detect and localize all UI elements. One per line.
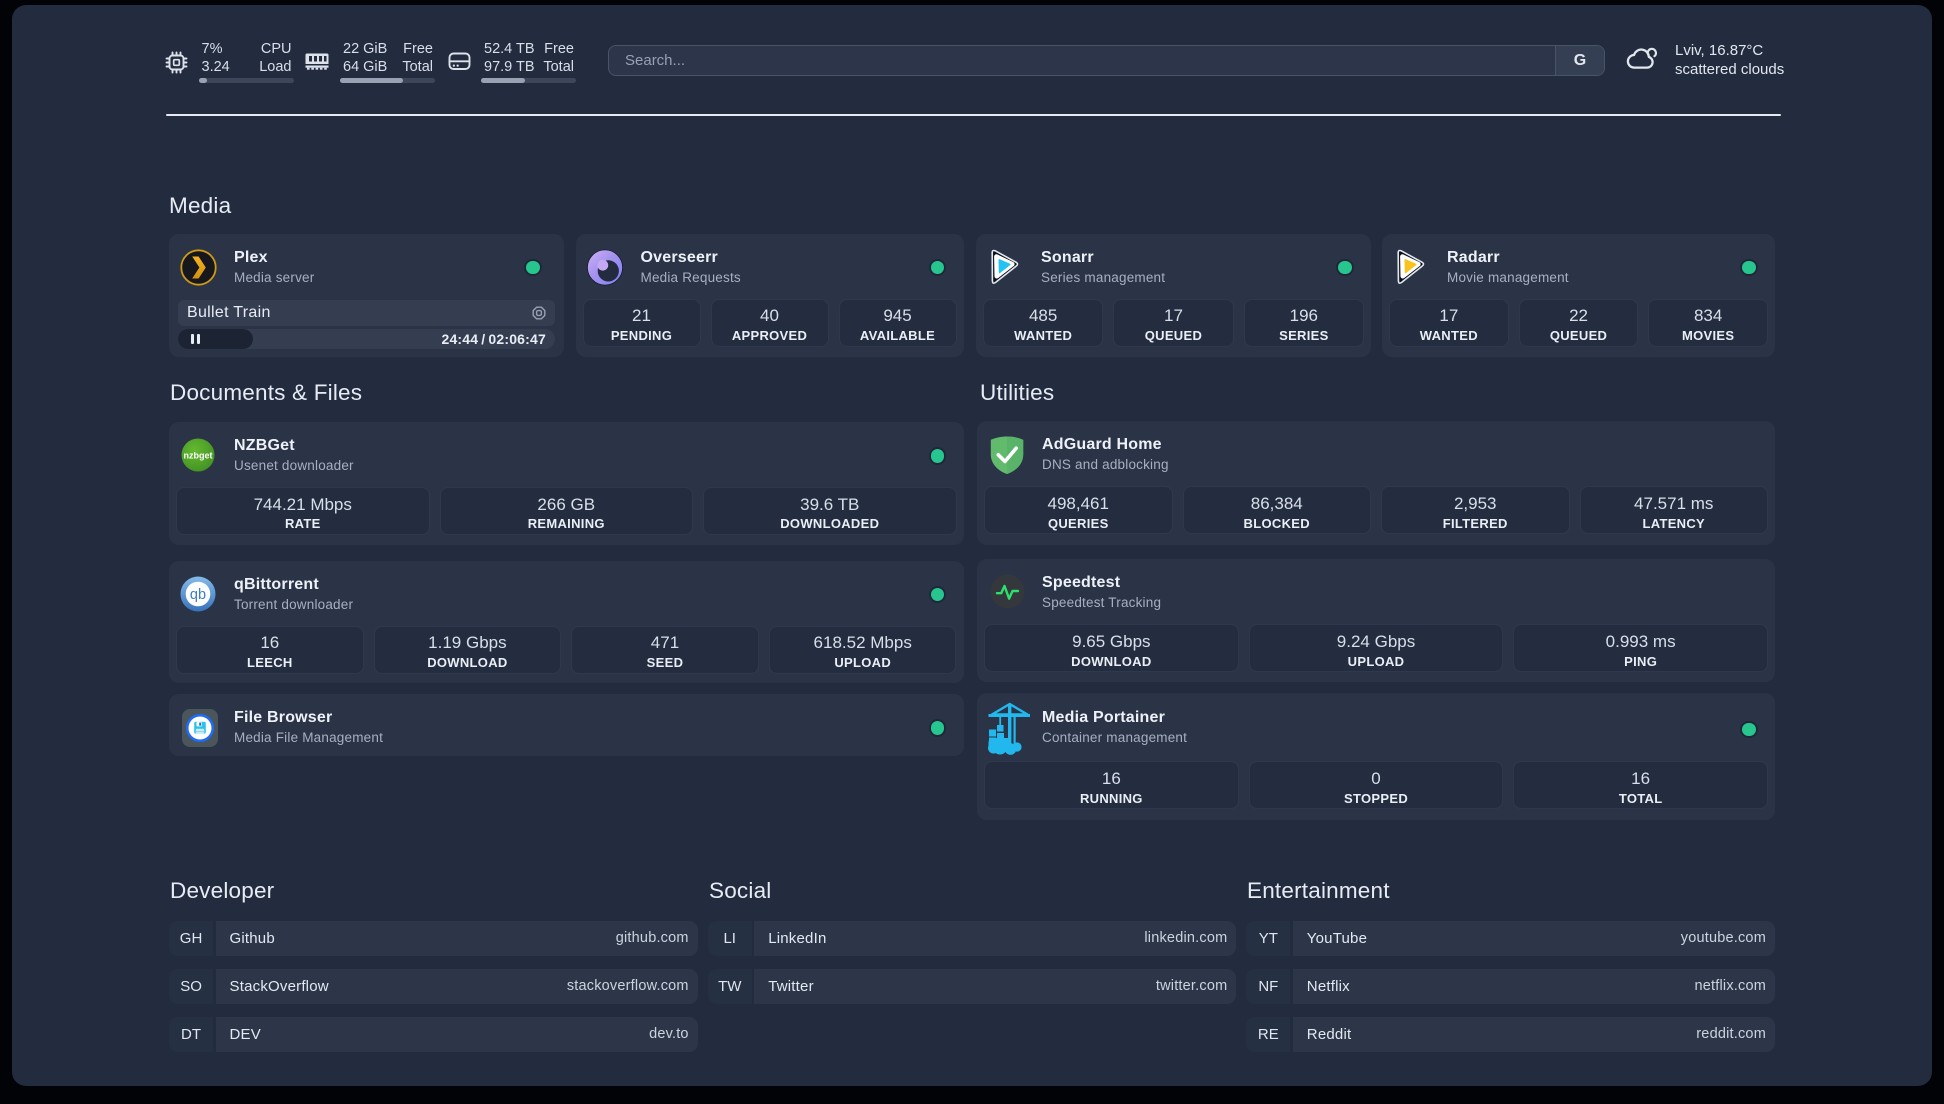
svg-text:qb: qb [190,587,206,603]
svg-text:nzbget: nzbget [184,450,213,460]
